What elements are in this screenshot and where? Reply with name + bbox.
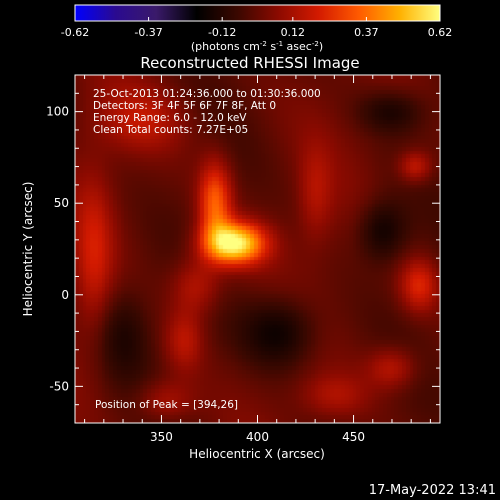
y-axis-label: Heliocentric Y (arcsec) bbox=[21, 182, 35, 317]
y-axis-tick-label: 50 bbox=[54, 196, 69, 210]
colorbar-gradient bbox=[74, 4, 441, 22]
x-axis-tick-label: 350 bbox=[150, 430, 173, 444]
colorbar-tick-label: 0.62 bbox=[428, 26, 453, 39]
x-axis-tick-label: 400 bbox=[246, 430, 269, 444]
colorbar-tick-label: 0.12 bbox=[281, 26, 306, 39]
heatmap-image bbox=[75, 75, 440, 423]
colorbar: -0.62 -0.37 -0.12 0.12 0.37 0.62 (photons cm-… bbox=[61, 4, 452, 53]
annotation-time-range: 25-Oct-2013 01:24:36.000 to 01:30:36.000 bbox=[93, 88, 321, 100]
y-axis-tick-label: 0 bbox=[61, 288, 69, 302]
annotation-block: 25-Oct-2013 01:24:36.000 to 01:30:36.000… bbox=[93, 88, 321, 136]
colorbar-tick-label: -0.37 bbox=[134, 26, 162, 39]
axes: 350 400 450 -50 0 50 100 bbox=[46, 74, 441, 444]
annotation-clean-counts: Clean Total counts: 7.27E+05 bbox=[93, 124, 248, 136]
x-axis-tick-label: 450 bbox=[342, 430, 365, 444]
plot-area: 350 400 450 -50 0 50 100 bbox=[46, 74, 441, 444]
chart-title: Reconstructed RHESSI Image bbox=[140, 54, 359, 72]
y-axis-tick-label: 100 bbox=[46, 105, 69, 119]
plot-timestamp: 17-May-2022 13:41 bbox=[369, 483, 496, 498]
colorbar-tick-label: -0.12 bbox=[208, 26, 236, 39]
annotation-detectors: Detectors: 3F 4F 5F 6F 7F 8F, Att 0 bbox=[93, 100, 276, 112]
colorbar-ticks: -0.62 -0.37 -0.12 0.12 0.37 0.62 bbox=[61, 17, 452, 39]
peak-position-label: Position of Peak = [394,26] bbox=[95, 399, 238, 411]
x-axis-label: Heliocentric X (arcsec) bbox=[189, 447, 325, 461]
colorbar-unit-label: (photons cm-2 s-1 asec-2) bbox=[191, 40, 323, 53]
colorbar-tick-label: 0.37 bbox=[354, 26, 379, 39]
y-axis-tick-label: -50 bbox=[49, 379, 69, 393]
colorbar-tick-label: -0.62 bbox=[61, 26, 89, 39]
annotation-energy-range: Energy Range: 6.0 - 12.0 keV bbox=[93, 112, 247, 124]
